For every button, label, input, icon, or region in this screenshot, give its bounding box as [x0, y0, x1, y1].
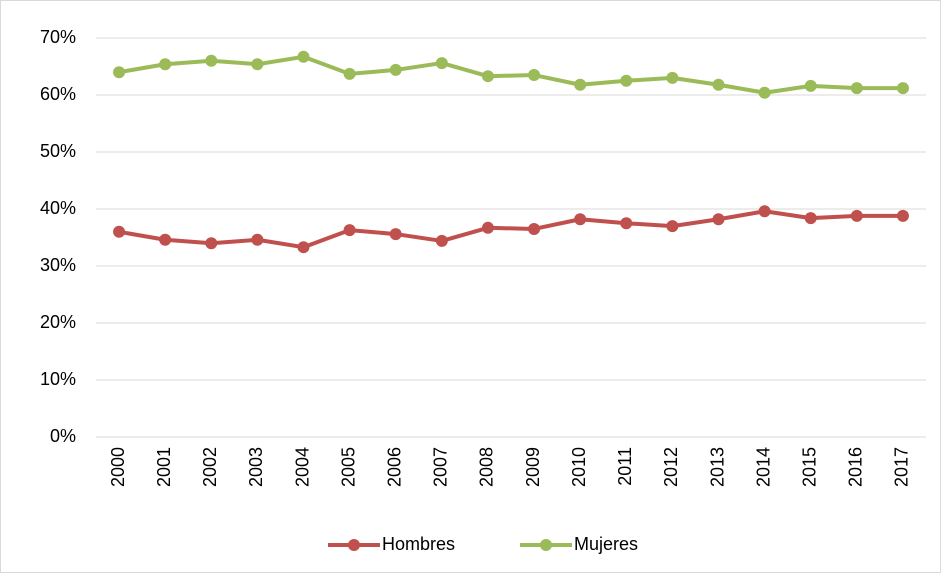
x-tick-label: 2013 [707, 447, 727, 487]
x-tick-label: 2000 [108, 447, 128, 487]
x-tick-label: 2012 [661, 447, 681, 487]
data-point [481, 70, 494, 83]
data-point [159, 58, 172, 71]
y-tick-label: 50% [40, 141, 76, 161]
legend-label: Mujeres [574, 534, 638, 554]
data-point [435, 234, 448, 247]
data-point [251, 233, 264, 246]
data-point [528, 69, 541, 82]
data-point [574, 78, 587, 91]
y-tick-label: 20% [40, 312, 76, 332]
y-tick-label: 0% [50, 426, 76, 446]
data-point [251, 58, 264, 71]
x-tick-label: 2005 [338, 447, 358, 487]
legend-label: Hombres [382, 534, 455, 554]
x-tick-label: 2011 [615, 447, 635, 486]
x-tick-label: 2006 [384, 447, 404, 487]
x-tick-label: 2004 [292, 447, 312, 487]
data-point [666, 220, 679, 233]
data-point [574, 213, 587, 226]
legend-marker [348, 539, 360, 551]
y-tick-label: 30% [40, 255, 76, 275]
y-tick-label: 40% [40, 198, 76, 218]
x-tick-label: 2001 [154, 447, 174, 487]
x-tick-label: 2014 [753, 447, 773, 487]
data-point [435, 57, 448, 70]
data-point [850, 82, 863, 95]
data-point [297, 50, 310, 63]
data-point [389, 228, 402, 241]
data-point [113, 225, 126, 238]
y-tick-label: 60% [40, 84, 76, 104]
x-tick-label: 2016 [846, 447, 866, 487]
data-point [389, 63, 402, 76]
x-tick-label: 2003 [246, 447, 266, 487]
y-tick-label: 10% [40, 369, 76, 389]
data-point [481, 221, 494, 234]
data-point [758, 205, 771, 218]
x-tick-label: 2017 [892, 447, 912, 487]
data-point [620, 74, 633, 87]
data-point [159, 233, 172, 246]
data-point [205, 54, 218, 67]
data-point [850, 209, 863, 222]
data-point [666, 71, 679, 84]
data-point [205, 237, 218, 250]
data-point [712, 213, 725, 226]
data-point [620, 217, 633, 230]
x-tick-label: 2002 [200, 447, 220, 487]
series-line [118, 54, 903, 95]
data-point [804, 212, 817, 225]
series-line [118, 209, 903, 250]
x-tick-label: 2007 [431, 447, 451, 487]
x-tick-label: 2015 [799, 447, 819, 487]
x-tick-label: 2010 [569, 447, 589, 487]
data-point [896, 82, 909, 95]
data-point [712, 78, 725, 91]
data-point [343, 67, 356, 80]
data-point [113, 66, 126, 79]
y-tick-label: 70% [40, 27, 76, 47]
x-tick-label: 2009 [523, 447, 543, 487]
data-point [343, 224, 356, 237]
data-point [804, 79, 817, 92]
data-point [528, 222, 541, 235]
legend-marker [540, 539, 552, 551]
data-point [896, 209, 909, 222]
data-point [758, 86, 771, 99]
data-point [297, 241, 310, 254]
x-tick-label: 2008 [477, 447, 497, 487]
